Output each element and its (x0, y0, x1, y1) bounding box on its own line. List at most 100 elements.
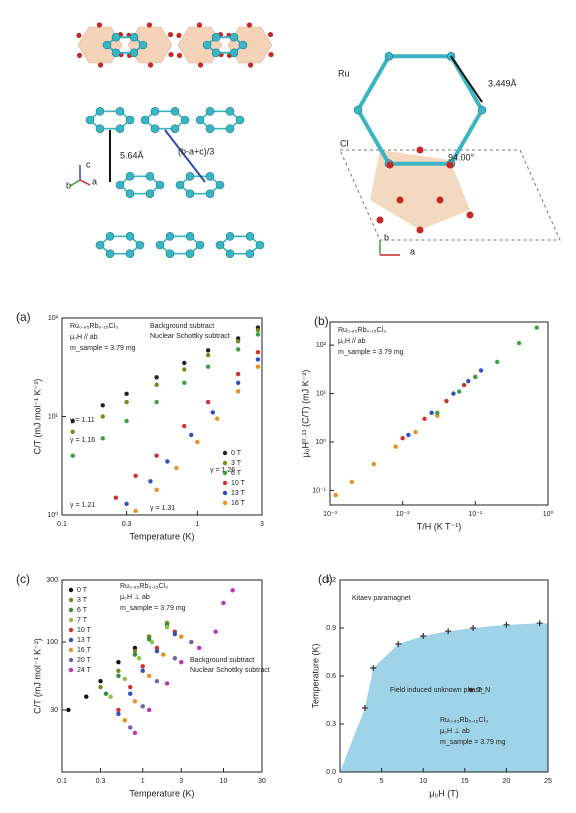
cl-atom (168, 52, 173, 57)
x-axis-label: Temperature (K) (129, 531, 194, 541)
data-point (182, 381, 186, 385)
data-point (174, 466, 178, 470)
data-point (256, 357, 260, 361)
x-tick-label: 1 (195, 521, 199, 528)
annotation: μ₀H ⊥ ab (440, 728, 470, 735)
x-tick-label: 10 (220, 778, 228, 785)
data-point (84, 694, 88, 698)
legend-swatch (469, 688, 473, 692)
legend-swatch (69, 598, 73, 602)
bond-ring (220, 236, 260, 253)
data-point (141, 704, 145, 708)
legend-label: 20 T (77, 657, 92, 664)
data-point (230, 588, 234, 592)
data-point (124, 392, 128, 396)
panel-label: (c) (16, 572, 30, 586)
annotation: γ = 1.31 (150, 505, 175, 512)
y-tick-label: 100 (46, 639, 58, 646)
x-tick-label: 0 (338, 778, 342, 785)
ru-atom (196, 241, 204, 249)
ru-atom (478, 106, 486, 114)
data-point (141, 664, 145, 668)
legend-swatch (223, 491, 227, 495)
data-point (173, 656, 177, 660)
x-tick-label: 25 (544, 778, 552, 785)
data-point (133, 474, 137, 478)
axis-label: a (410, 246, 415, 256)
data-point (165, 681, 169, 685)
ru-atom (96, 125, 104, 133)
legend-swatch (69, 648, 73, 652)
data-point (211, 410, 215, 414)
y-tick-label: 10² (48, 315, 59, 322)
cl-atom (268, 32, 273, 37)
legend-swatch (223, 451, 227, 455)
panel-label: (b) (314, 314, 329, 328)
axis-arrow (80, 180, 90, 185)
structure-label: (b-a+c)/3 (178, 146, 214, 156)
y-axis-label: C/T (mJ mol⁻¹ K⁻²) (32, 638, 42, 714)
cl-atom (387, 162, 394, 169)
data-point (206, 365, 210, 369)
ru-atom (246, 232, 254, 240)
data-point (123, 718, 127, 722)
octahedron (128, 27, 172, 63)
cl-atom (76, 33, 81, 38)
atom-label: Ru (338, 68, 350, 78)
ru-atom (86, 116, 94, 124)
ru-atom (354, 106, 362, 114)
data-point (147, 674, 151, 678)
data-point (101, 414, 105, 418)
annotation: Nuclear Schottky subtract (190, 667, 270, 674)
data-point (206, 348, 210, 352)
data-point (66, 708, 70, 712)
annotation: m_sample = 3.79 mg (120, 605, 186, 612)
axis-arrow (70, 180, 80, 186)
data-point (148, 479, 152, 483)
data-point (400, 436, 404, 440)
ru-atom (181, 116, 189, 124)
data-point (71, 453, 75, 457)
x-tick-label: 20 (503, 778, 511, 785)
annotation: μ₀H // ab (338, 338, 366, 345)
cl-atom (97, 22, 102, 27)
panel-label: (a) (16, 310, 31, 324)
ru-atom (112, 33, 120, 41)
x-tick-label: 15 (461, 778, 469, 785)
data-point (98, 679, 102, 683)
axis-label: b (384, 232, 389, 242)
y-axis-label: μ₀H⁰·¹¹ (C/T) (mJ K⁻²) (300, 370, 310, 458)
data-point (197, 646, 201, 650)
cl-atom (417, 227, 424, 234)
ru-atom (166, 250, 174, 258)
data-point (128, 685, 132, 689)
data-point (123, 677, 127, 681)
data-point (451, 391, 455, 395)
data-point (413, 430, 417, 434)
ru-atom (112, 49, 120, 57)
ru-atom (206, 125, 214, 133)
cl-atom (168, 32, 173, 37)
x-tick-label: 10⁻¹ (468, 511, 482, 518)
legend-swatch (223, 481, 227, 485)
data-point (256, 328, 260, 332)
legend-swatch (223, 461, 227, 465)
ru-atom (171, 125, 179, 133)
x-tick-label: 10⁰ (543, 510, 554, 518)
data-point (195, 440, 199, 444)
ru-atom (206, 172, 214, 180)
cl-atom (248, 62, 253, 67)
legend-swatch (69, 608, 73, 612)
bond-ring (200, 111, 240, 128)
data-point (116, 669, 120, 673)
data-point (221, 601, 225, 605)
ru-atom (186, 232, 194, 240)
data-point (236, 347, 240, 351)
legend-label: 3 T (77, 597, 88, 604)
legend-label: 0 T (231, 450, 242, 457)
cl-atom (377, 217, 384, 224)
ru-atom (206, 107, 214, 115)
data-point (133, 699, 137, 703)
data-point (133, 652, 137, 656)
axis-label: c (86, 159, 91, 169)
